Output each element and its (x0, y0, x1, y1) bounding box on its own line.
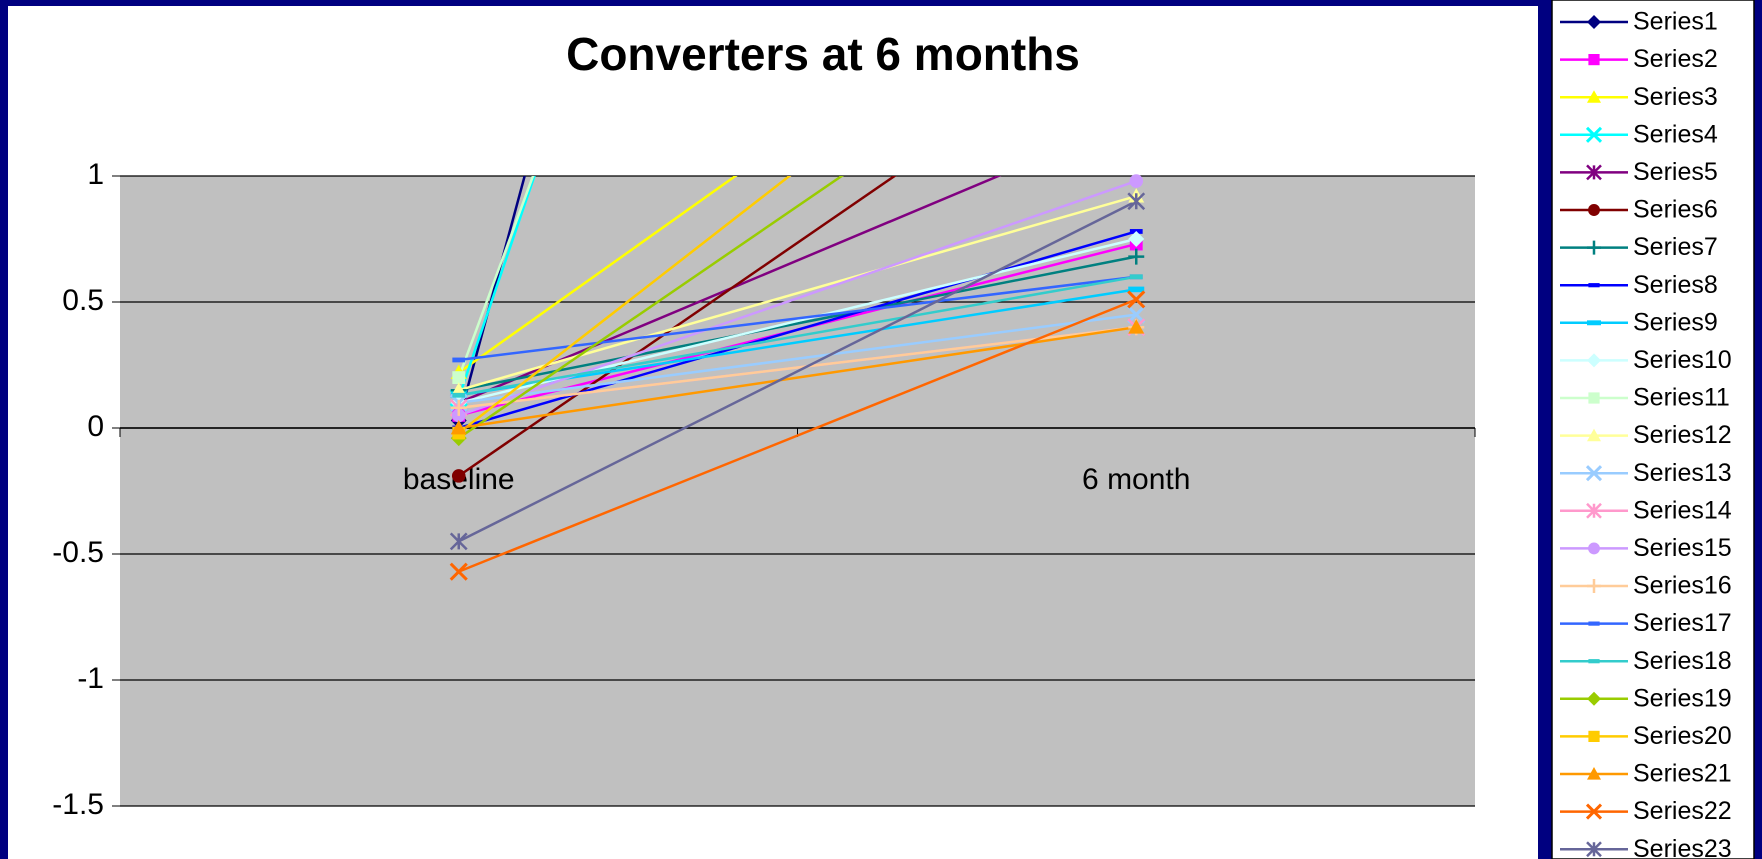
series-line (458, 325, 1137, 410)
legend-label: Series3 (1633, 83, 1718, 111)
series-line (458, 176, 844, 440)
marker (1129, 174, 1144, 188)
marker (1128, 286, 1145, 293)
marker (1587, 15, 1601, 29)
legend-label: Series4 (1633, 120, 1718, 148)
legend-label: Series9 (1633, 308, 1718, 336)
marker (452, 357, 466, 363)
marker (1588, 542, 1600, 555)
marker (1587, 428, 1601, 442)
legend-label: Series20 (1633, 722, 1732, 750)
marker (1588, 54, 1600, 66)
legend-label: Series2 (1633, 45, 1718, 73)
marker (1128, 319, 1145, 334)
series-line (458, 313, 1137, 405)
marker (1587, 767, 1601, 780)
legend-label: Series21 (1633, 760, 1732, 788)
marker (452, 392, 466, 398)
marker (1128, 231, 1145, 247)
y-tick-label: 1 (87, 158, 104, 191)
marker (1586, 502, 1602, 519)
marker (1586, 164, 1602, 181)
legend-label: Series8 (1633, 271, 1718, 299)
plot-area (120, 176, 1475, 806)
legend-label: Series18 (1633, 647, 1732, 675)
marker (1588, 204, 1600, 216)
series-line (458, 176, 738, 374)
marker (450, 420, 467, 435)
marker (1127, 192, 1146, 211)
marker (1585, 126, 1603, 143)
marker (1588, 730, 1600, 742)
marker (1588, 621, 1600, 626)
marker (1587, 579, 1601, 593)
legend-label: Series15 (1633, 534, 1732, 562)
legend-label: Series6 (1633, 196, 1718, 224)
y-tick-label: 0.5 (62, 284, 104, 317)
marker (1587, 240, 1601, 255)
marker (1587, 90, 1601, 103)
marker (1587, 691, 1601, 706)
series-line (458, 176, 1002, 404)
x-tick-label: 6 month (1082, 463, 1190, 496)
marker (1588, 392, 1600, 404)
marker (451, 469, 466, 483)
marker (450, 399, 467, 416)
marker (452, 371, 466, 384)
marker (1587, 353, 1601, 368)
legend-label: Series13 (1633, 459, 1732, 487)
legend-label: Series14 (1633, 496, 1732, 524)
y-tick-label: -1.5 (52, 788, 104, 821)
chart-title: Converters at 6 months (566, 28, 1080, 80)
marker (1585, 465, 1603, 482)
legend-label: Series12 (1633, 421, 1732, 449)
marker (449, 562, 468, 581)
marker (1585, 803, 1603, 820)
marker (1129, 274, 1143, 280)
y-tick-label: -1 (77, 662, 104, 695)
series-line (458, 176, 897, 477)
marker (1588, 659, 1600, 664)
series-line (458, 298, 1137, 573)
legend-label: Series1 (1633, 8, 1718, 36)
legend-label: Series11 (1633, 384, 1730, 412)
legend-label: Series23 (1633, 835, 1732, 859)
legend-label: Series17 (1633, 609, 1732, 637)
legend-label: Series5 (1633, 158, 1718, 186)
marker (1586, 841, 1602, 858)
legend-label: Series7 (1633, 233, 1718, 261)
legend-box (1551, 0, 1755, 859)
series-line (458, 200, 1137, 543)
legend-label: Series10 (1633, 346, 1732, 374)
legend-label: Series16 (1633, 572, 1732, 600)
series-line (458, 255, 1137, 392)
series-line (458, 275, 1137, 397)
marker (1127, 305, 1146, 324)
y-tick-label: -0.5 (52, 536, 104, 569)
legend-label: Series22 (1633, 797, 1732, 825)
marker (1587, 320, 1601, 326)
marker (1127, 290, 1146, 309)
marker (449, 532, 468, 551)
marker (1128, 248, 1145, 265)
y-tick-label: 0 (87, 410, 104, 443)
series-line (457, 176, 792, 435)
series-line (458, 194, 1137, 392)
marker (1588, 283, 1600, 288)
legend-label: Series19 (1633, 684, 1732, 712)
